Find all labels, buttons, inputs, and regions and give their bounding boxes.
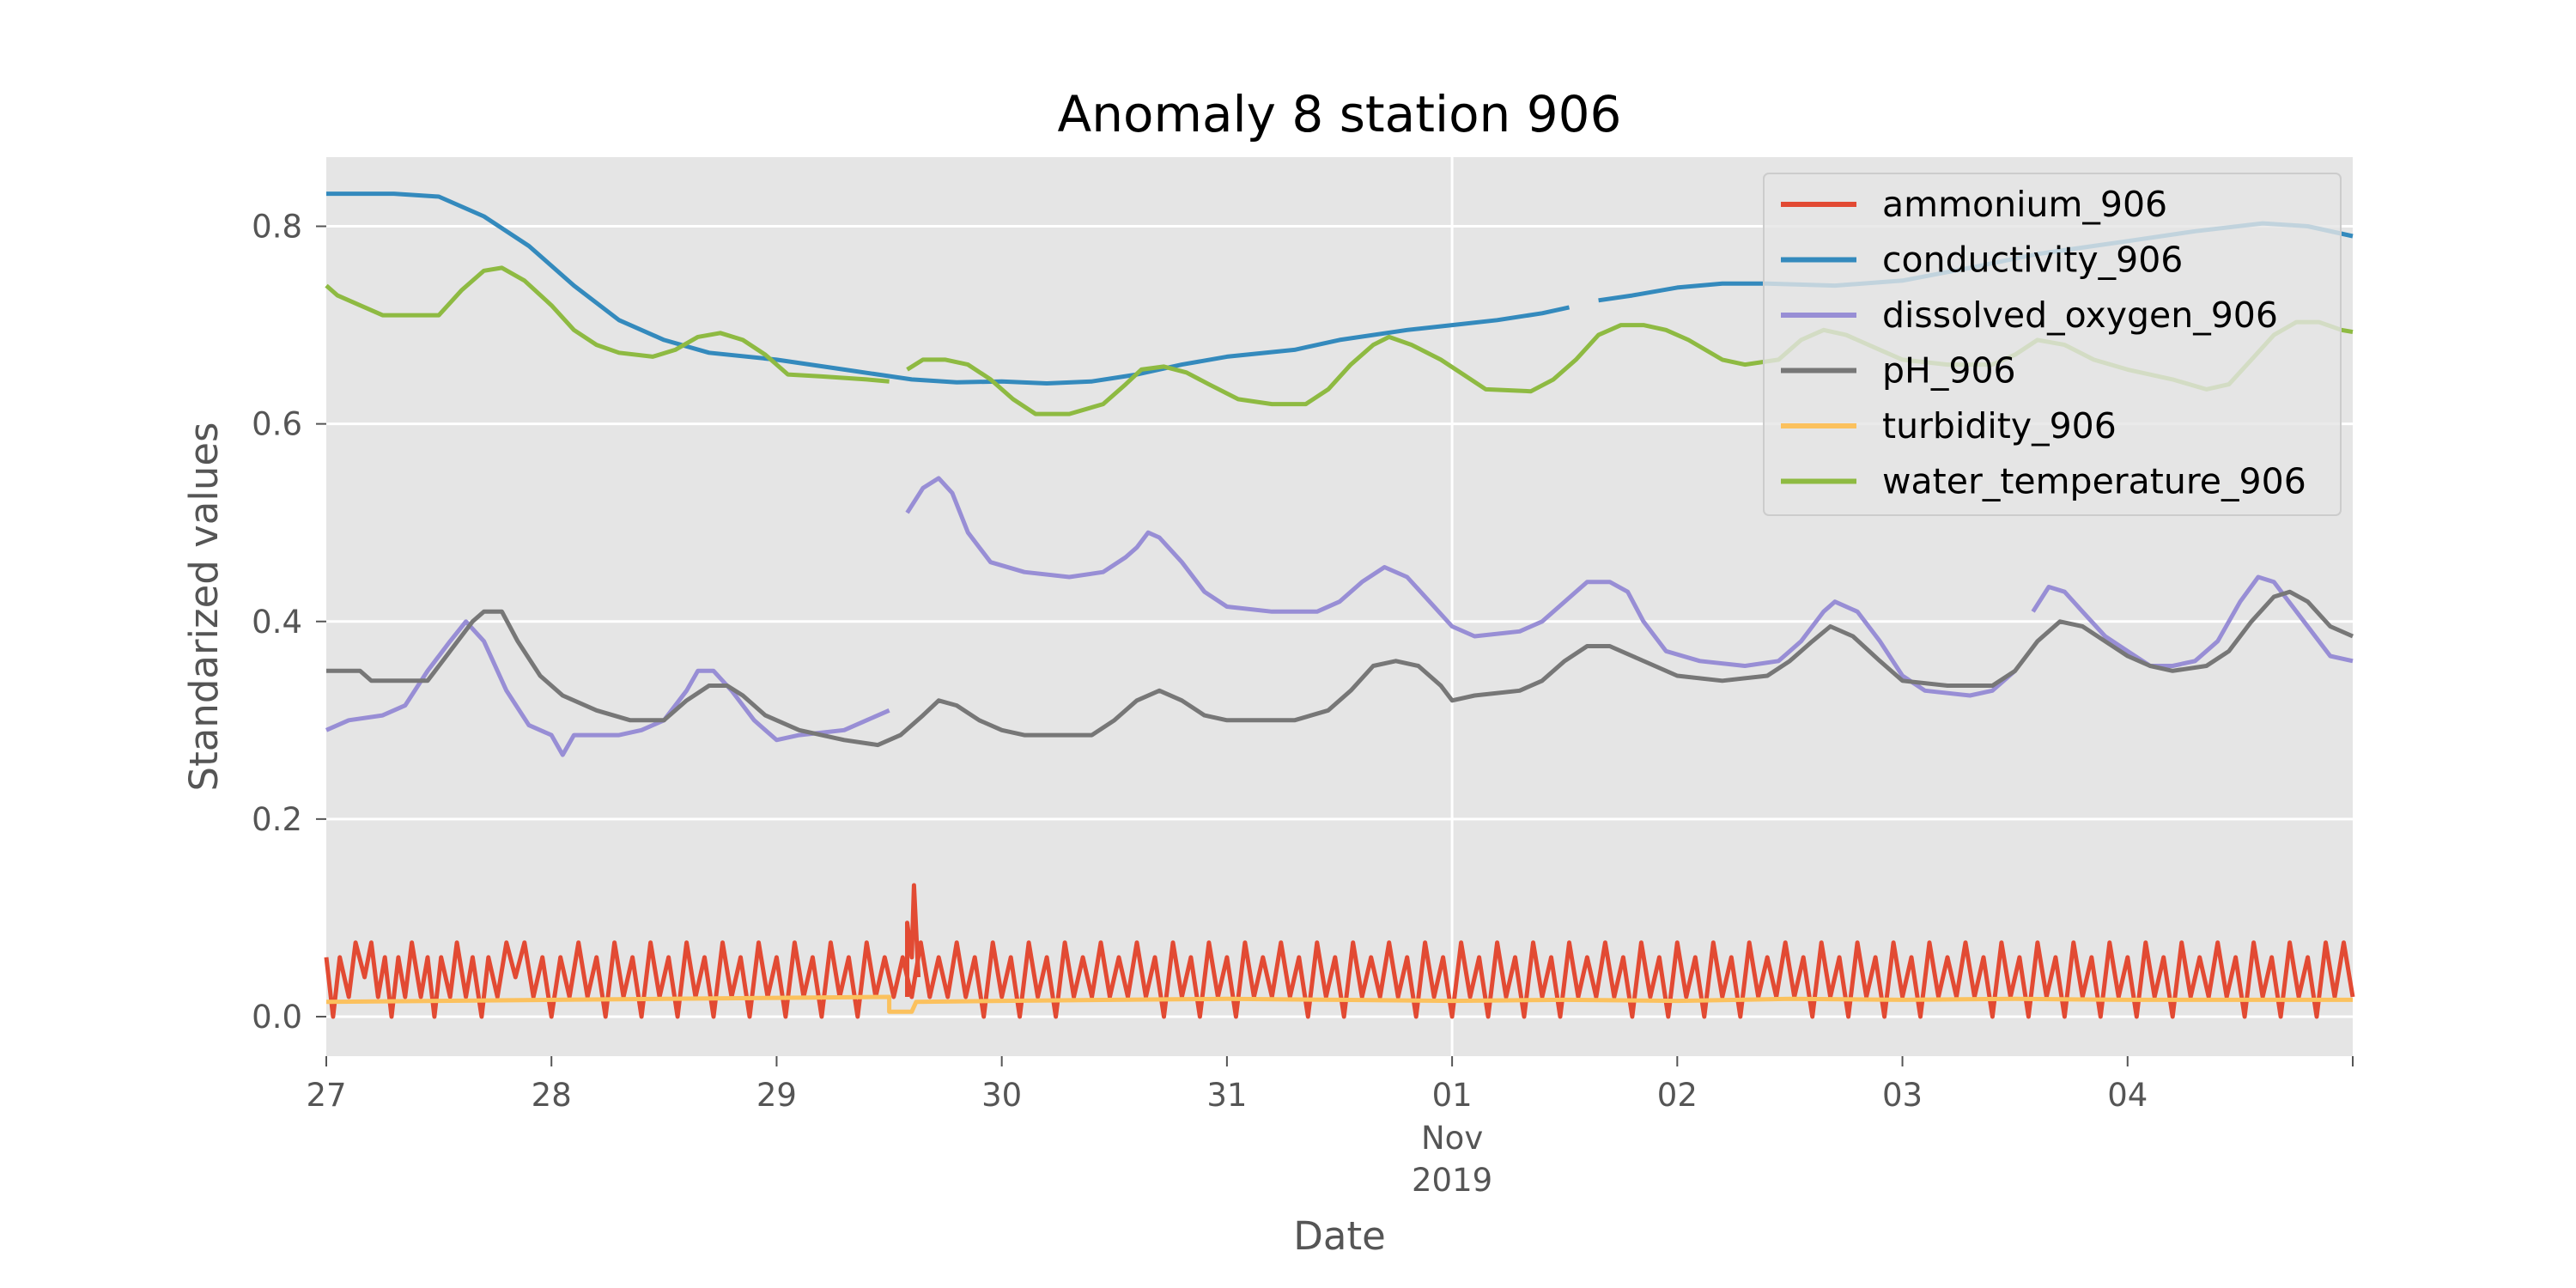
- legend-label: pH_906: [1882, 350, 2016, 392]
- series-line-water-temperature-906: [325, 265, 890, 384]
- x-tick-label: 03: [1882, 1077, 1923, 1114]
- y-tick-label: 0.0: [252, 999, 302, 1036]
- y-tick-label: 0.4: [252, 604, 302, 641]
- series-line-dissolved-oxygen-906: [325, 619, 890, 757]
- x-tick-label: 27: [306, 1077, 346, 1114]
- y-axis-title: Standarized values: [181, 422, 227, 792]
- axis-ticks: 0.0 0.2 0.4 0.6 0.8 27 28 29 30 31 01 02 03 04: [252, 209, 2354, 1114]
- y-tick-label: 0.6: [252, 406, 302, 443]
- x-tick-label: 04: [2107, 1077, 2148, 1114]
- series-line-dissolved-oxygen-906: [905, 476, 2017, 698]
- series-line-conductivity-906: [326, 191, 1571, 386]
- x-tick-month-label: Nov: [1421, 1120, 1483, 1157]
- x-tick-label: 02: [1657, 1077, 1698, 1114]
- x-tick-label: 01: [1432, 1077, 1473, 1114]
- series-line-ammonium-906: [905, 883, 921, 997]
- series-line-pH-906: [326, 589, 2354, 748]
- legend-box: [1763, 173, 2342, 516]
- legend: ammonium_906 conductivity_906 dissolved_ox…: [1763, 173, 2342, 516]
- x-tick-label: 30: [981, 1077, 1022, 1114]
- y-tick-label: 0.8: [252, 209, 302, 246]
- legend-label: conductivity_906: [1882, 240, 2183, 281]
- x-axis-title: Date: [1293, 1213, 1386, 1259]
- x-tick-label: 28: [532, 1077, 572, 1114]
- legend-label: ammonium_906: [1882, 184, 2167, 225]
- y-tick-label: 0.2: [252, 801, 302, 838]
- legend-label: turbidity_906: [1882, 405, 2117, 447]
- x-tick-label: 29: [756, 1077, 797, 1114]
- series-line-ammonium-906: [324, 940, 2355, 1019]
- legend-label: water_temperature_906: [1882, 461, 2306, 502]
- x-tick-year-label: 2019: [1412, 1162, 1492, 1199]
- series-line-turbidity-906: [325, 994, 2353, 1014]
- series-line-dissolved-oxygen-906: [2031, 574, 2354, 668]
- legend-label: dissolved_oxygen_906: [1882, 295, 2278, 336]
- x-tick-label: 31: [1206, 1077, 1247, 1114]
- chart-title: Anomaly 8 station 906: [1058, 85, 1622, 143]
